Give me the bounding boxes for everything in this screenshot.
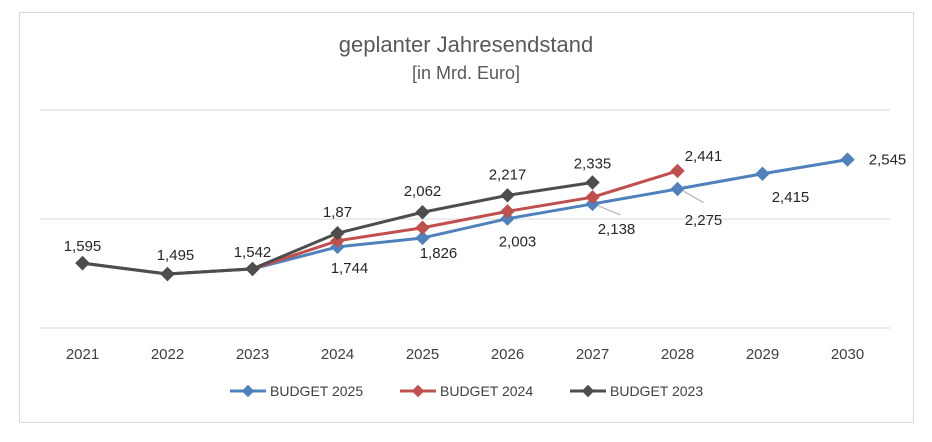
data-point-marker [245, 261, 260, 277]
chart-title: geplanter Jahresendstand [339, 32, 593, 57]
data-point-marker [415, 205, 430, 220]
data-point-marker [670, 163, 685, 179]
x-tick-label: 2026 [491, 346, 524, 363]
legend-label: BUDGET 2025 [270, 383, 363, 399]
chart-subtitle: [in Mrd. Euro] [412, 63, 520, 83]
legend-marker [241, 384, 255, 398]
data-label: 2,441 [685, 148, 723, 165]
x-tick-label: 2025 [406, 346, 439, 363]
data-label: 1,87 [323, 204, 352, 221]
legend-marker [411, 384, 425, 398]
data-label: 1,595 [64, 238, 102, 255]
data-point-marker [415, 230, 430, 246]
series-budget-2023 [75, 175, 600, 282]
data-label: 1,495 [157, 247, 195, 264]
data-point-marker [415, 220, 430, 235]
x-tick-label: 2028 [661, 346, 694, 363]
x-tick-label: 2030 [831, 346, 864, 363]
data-point-marker [585, 175, 600, 190]
data-point-marker [585, 189, 600, 205]
data-label: 2,415 [772, 189, 810, 206]
data-point-marker [330, 225, 345, 241]
data-label: 2,275 [685, 212, 723, 229]
legend-label: BUDGET 2024 [440, 383, 533, 399]
x-tick-label: 2023 [236, 346, 269, 363]
x-tick-label: 2027 [576, 346, 609, 363]
chart-frame [19, 12, 914, 423]
data-point-marker [840, 152, 855, 167]
x-tick-label: 2029 [746, 346, 779, 363]
series-layer [75, 152, 855, 282]
label-leader-line [598, 205, 621, 216]
legend-item-budget-2023: BUDGET 2023 [570, 383, 703, 399]
data-labels: 1,595 1,495 1,542 1,744 1,826 2,003 2,138 2,275… [64, 148, 907, 277]
legend-marker [581, 384, 595, 398]
data-label: 2,545 [869, 152, 907, 169]
data-label: 1,826 [420, 245, 458, 262]
x-tick-label: 2022 [151, 346, 184, 363]
series-line [82, 158, 848, 276]
data-label: 2,003 [499, 234, 537, 251]
data-point-marker [500, 188, 515, 203]
data-label: 2,138 [598, 221, 636, 238]
legend-item-budget-2025: BUDGET 2025 [230, 383, 363, 399]
label-leader-line [683, 190, 704, 204]
data-point-marker [755, 166, 770, 181]
legend-item-budget-2024: BUDGET 2024 [400, 383, 533, 399]
data-label: 1,542 [234, 244, 272, 261]
data-point-marker [160, 266, 175, 282]
data-label: 1,744 [331, 260, 369, 277]
data-point-marker [670, 181, 685, 197]
data-point-marker [330, 233, 345, 249]
x-tick-label: 2021 [66, 346, 99, 363]
data-point-marker [500, 204, 515, 219]
data-label: 2,335 [574, 155, 612, 172]
data-label: 2,062 [404, 183, 442, 200]
x-axis: 2021 2022 2023 2024 2025 2026 2027 2028 2029 2030 [66, 346, 864, 363]
data-point-marker [75, 255, 90, 271]
legend: BUDGET 2025 BUDGET 2024 BUDGET 2023 [230, 383, 703, 399]
legend-label: BUDGET 2023 [610, 383, 703, 399]
data-label: 2,217 [489, 166, 527, 183]
x-tick-label: 2024 [321, 346, 354, 363]
data-point-marker [500, 211, 515, 226]
